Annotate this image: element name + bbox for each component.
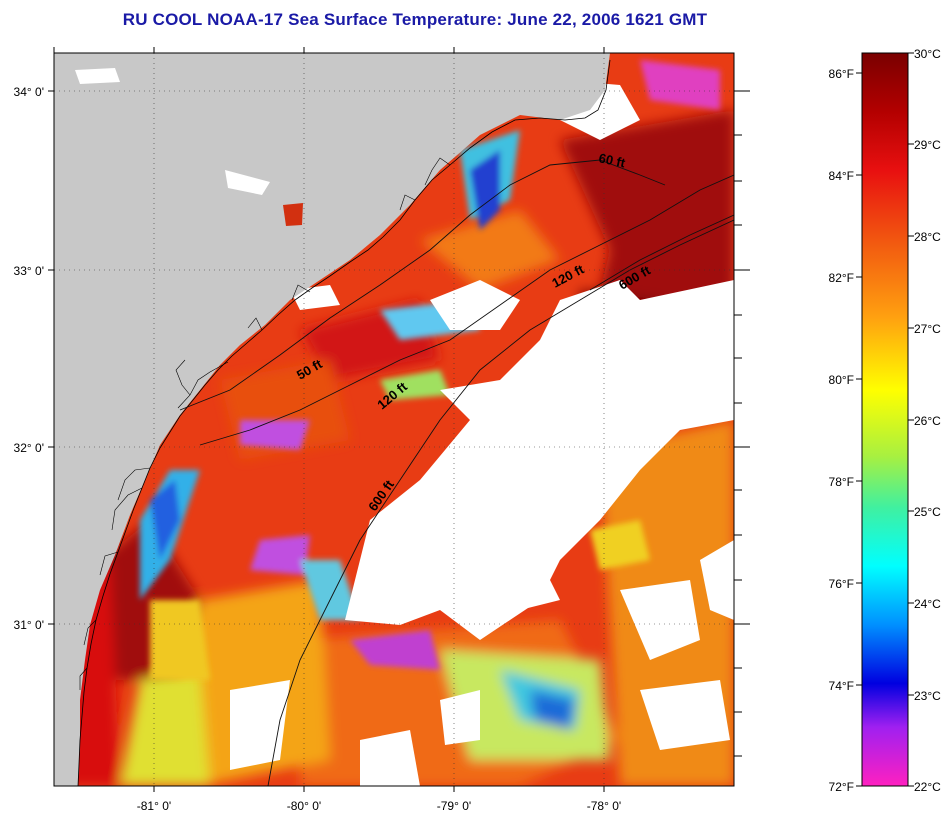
colorbar-c-label: 25°C (914, 505, 941, 519)
lat-label: 31° 0' (14, 618, 44, 632)
axis-ticks (48, 47, 750, 792)
colorbar-c-label: 22°C (914, 780, 941, 794)
colorbar-c-label: 23°C (914, 689, 941, 703)
inland-lake (75, 68, 120, 84)
lat-label: 33° 0' (14, 264, 44, 278)
colorbar-f-label: 86°F (829, 67, 854, 81)
isobath-label-60ft: 60 ft (597, 150, 627, 170)
isobath-120ft (199, 174, 734, 446)
colorbar-f-label: 72°F (829, 780, 854, 794)
colorbar-c-label: 30°C (914, 47, 941, 61)
map-frame (53, 52, 735, 787)
lon-label: -80° 0' (287, 799, 321, 813)
colorbar-f-label: 84°F (829, 169, 854, 183)
coastline (77, 59, 611, 786)
colorbar-f-label: 74°F (829, 679, 854, 693)
colorbar-c-label: 29°C (914, 138, 941, 152)
colorbar-f-label: 78°F (829, 475, 854, 489)
colorbar-f-label: 80°F (829, 373, 854, 387)
lon-label: -81° 0' (137, 799, 171, 813)
lon-label: -78° 0' (587, 799, 621, 813)
lat-label: 34° 0' (14, 85, 44, 99)
isobath-600ft-upper (589, 214, 734, 291)
colorbar-f-label: 82°F (829, 271, 854, 285)
cool-filaments (140, 60, 720, 680)
colorbar: 86°F 84°F 82°F 80°F 78°F 76°F 74°F 72°F … (829, 47, 942, 794)
lat-label: 32° 0' (14, 441, 44, 455)
sst-map (54, 53, 734, 786)
graticule (54, 53, 734, 786)
inland-lake (283, 203, 303, 226)
isobath-60ft (179, 159, 666, 411)
colorbar-c-label: 24°C (914, 597, 941, 611)
page-title: RU COOL NOAA-17 Sea Surface Temperature:… (122, 10, 708, 29)
land-mass (54, 53, 610, 786)
colorbar-c-label: 27°C (914, 322, 941, 336)
inland-lake (225, 170, 270, 195)
colorbar-c-label: 28°C (914, 230, 941, 244)
colorbar-c-label: 26°C (914, 414, 941, 428)
colorbar-f-label: 76°F (829, 577, 854, 591)
lon-label: -79° 0' (437, 799, 471, 813)
